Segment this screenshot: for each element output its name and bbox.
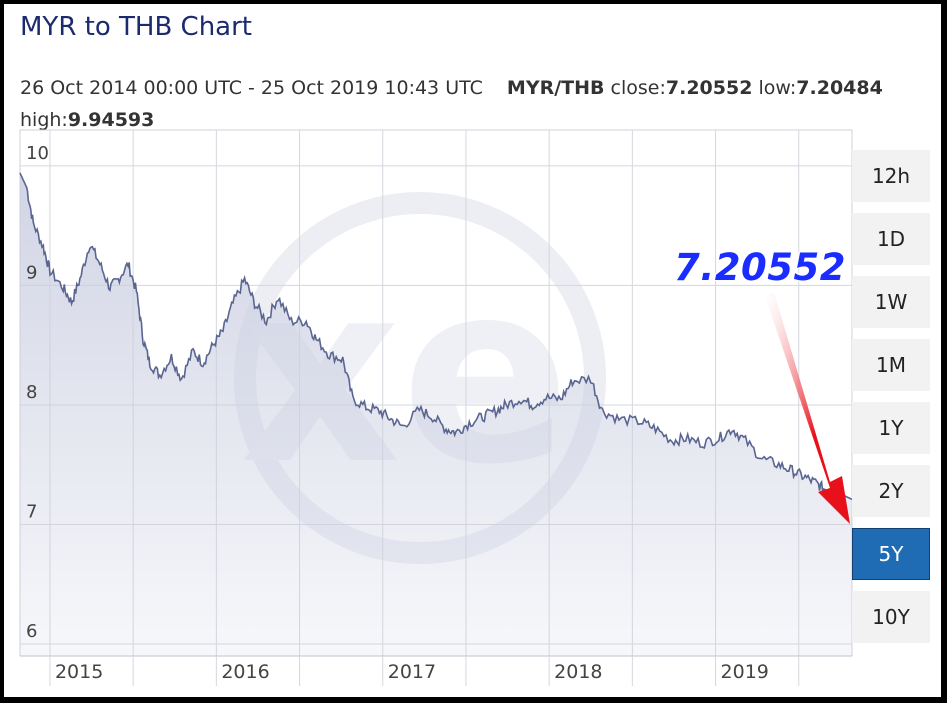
x-tick-label: 2019 <box>721 661 769 683</box>
range-button-1d[interactable]: 1D <box>852 213 930 265</box>
high-label: high: <box>20 109 68 131</box>
range-button-1y[interactable]: 1Y <box>852 402 930 454</box>
range-button-12h[interactable]: 12h <box>852 150 930 202</box>
range-button-1w[interactable]: 1W <box>852 276 930 328</box>
y-tick-label: 10 <box>26 143 49 164</box>
currency-pair: MYR/THB <box>506 77 605 99</box>
y-tick-label: 8 <box>26 382 37 403</box>
arrow-down-right-icon <box>765 292 850 524</box>
x-tick-label: 2017 <box>388 661 436 683</box>
date-range: 26 Oct 2014 00:00 UTC - 25 Oct 2019 10:4… <box>20 77 483 99</box>
range-selector: 12h 1D 1W 1M 1Y 2Y 5Y 10Y <box>852 150 930 654</box>
range-button-5y[interactable]: 5Y <box>852 528 930 580</box>
range-button-1m[interactable]: 1M <box>852 339 930 391</box>
low-label: low: <box>758 77 797 99</box>
high-value: 9.94593 <box>67 109 155 131</box>
close-value: 7.20552 <box>665 77 753 99</box>
y-tick-label: 9 <box>26 262 37 283</box>
x-tick-label: 2018 <box>554 661 602 683</box>
x-tick-label: 2016 <box>221 661 269 683</box>
chart-info: 26 Oct 2014 00:00 UTC - 25 Oct 2019 10:4… <box>20 72 910 136</box>
series-line <box>19 172 853 501</box>
y-tick-label: 7 <box>26 502 37 523</box>
series-area <box>20 173 852 656</box>
low-value: 7.20484 <box>796 77 883 99</box>
x-tick-label: 2015 <box>55 661 103 683</box>
page-title: MYR to THB Chart <box>20 12 252 42</box>
range-button-2y[interactable]: 2Y <box>852 465 930 517</box>
y-tick-label: 6 <box>26 621 37 642</box>
range-button-10y[interactable]: 10Y <box>852 591 930 643</box>
close-callout: 7.20552 <box>674 246 847 289</box>
close-label: close: <box>610 77 666 99</box>
x-axis-band <box>20 656 852 690</box>
